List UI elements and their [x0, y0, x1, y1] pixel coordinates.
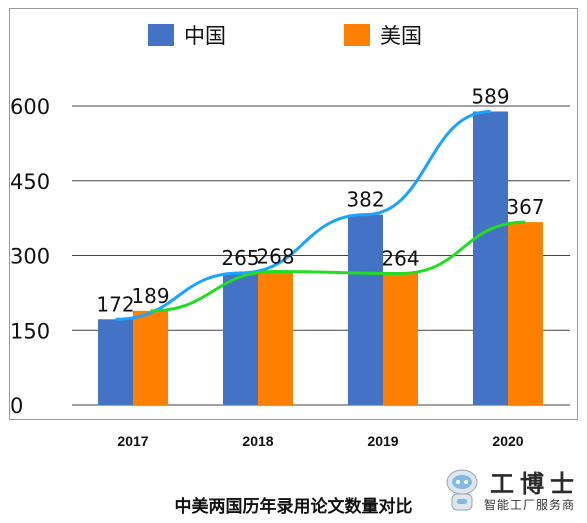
legend-label: 美国 [380, 24, 422, 48]
data-label: 382 [346, 188, 384, 212]
legend-swatch [148, 24, 174, 46]
y-tick-label: 0 [10, 394, 23, 418]
y-tick-label: 300 [10, 245, 50, 269]
data-label: 189 [131, 284, 169, 308]
bar [383, 273, 418, 405]
x-tick-label: 2019 [367, 433, 398, 449]
trend-line [115, 109, 491, 321]
data-label: 172 [96, 292, 134, 316]
bar [348, 214, 383, 405]
bar [223, 272, 258, 405]
legend-label: 中国 [184, 24, 226, 48]
x-tick-label: 2018 [242, 433, 273, 449]
x-tick-label: 2020 [492, 433, 523, 449]
watermark-subtitle: 智能工厂服务商 [484, 498, 576, 512]
watermark-brand: 工博士 [490, 469, 580, 498]
data-label: 265 [221, 246, 259, 270]
trend-line [150, 220, 526, 313]
bar [473, 111, 508, 406]
y-tick-label: 600 [10, 95, 50, 119]
x-tick-label: 2017 [117, 433, 148, 449]
data-label: 589 [471, 84, 509, 108]
data-label: 367 [506, 195, 544, 219]
bar [508, 222, 543, 405]
chart: 0 150 300 450 600 2017 2018 2019 2020 172 265 382 58… [10, 24, 570, 449]
y-tick-label: 150 [10, 319, 50, 343]
chart-frame [9, 8, 578, 420]
watermark-logo: 工博士 智能工厂服务商 [440, 462, 580, 517]
bar [98, 319, 133, 405]
data-label: 264 [381, 246, 419, 270]
y-tick-label: 450 [10, 170, 50, 194]
bar [133, 310, 168, 405]
bar [258, 271, 293, 405]
chart-title: 中美两国历年录用论文数量对比 [174, 497, 413, 517]
data-label: 268 [256, 244, 294, 268]
legend-swatch [344, 24, 370, 46]
robot-mascot-icon [446, 469, 478, 511]
